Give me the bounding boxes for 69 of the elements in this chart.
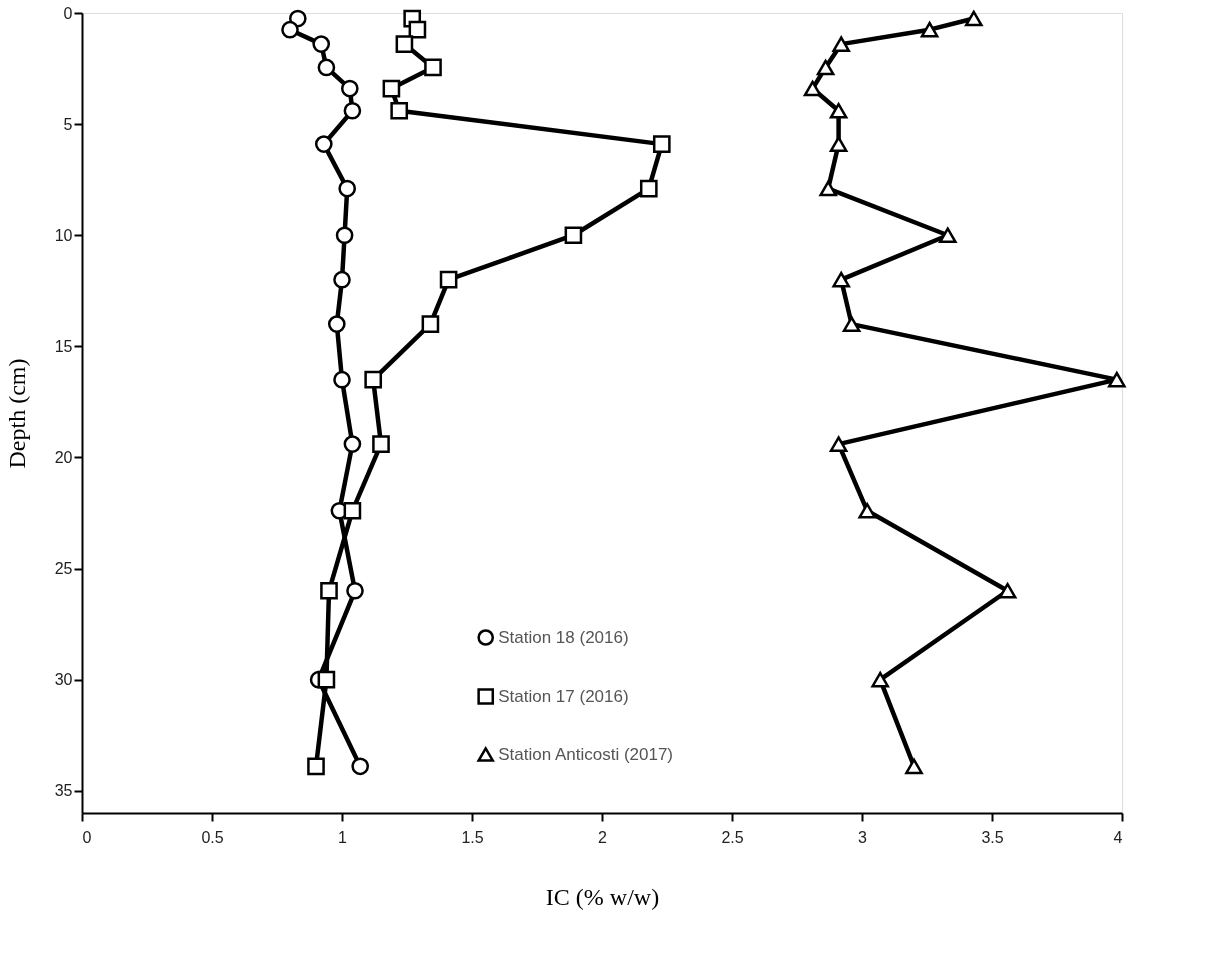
point <box>320 581 338 600</box>
x-tick-label: 0.5 <box>201 828 224 846</box>
point <box>343 501 362 520</box>
point <box>364 370 383 389</box>
point <box>920 21 939 38</box>
legend-label: Station 17 (2016) <box>498 686 629 706</box>
point <box>424 58 442 77</box>
y-tick-label: 30 <box>54 671 73 689</box>
x-tick-label: 1.5 <box>461 828 484 846</box>
point <box>317 58 336 77</box>
point <box>439 270 458 289</box>
point <box>829 136 848 152</box>
point <box>346 581 364 600</box>
point <box>338 179 357 198</box>
point <box>905 758 923 775</box>
point <box>816 59 835 76</box>
point <box>639 179 658 198</box>
point <box>343 435 362 453</box>
point <box>832 271 851 288</box>
point <box>317 670 336 689</box>
point <box>842 316 861 332</box>
point <box>803 80 822 97</box>
point <box>307 757 325 776</box>
point <box>829 436 848 452</box>
point <box>395 35 414 53</box>
point <box>964 10 983 27</box>
x-axis-title: IC (% w/w) <box>545 883 660 910</box>
legend-label: Station Anticosti (2017) <box>498 744 674 764</box>
point <box>343 101 362 120</box>
legend-label: Station 18 (2016) <box>498 627 629 647</box>
y-tick-label: 10 <box>54 226 73 244</box>
point <box>372 435 390 453</box>
point <box>390 101 409 120</box>
x-tick-label: 2.5 <box>721 828 744 846</box>
point <box>421 315 440 333</box>
point <box>1107 371 1126 388</box>
point <box>829 102 848 119</box>
point <box>314 135 333 153</box>
y-tick-label: 15 <box>54 337 73 355</box>
x-tick-label: 3 <box>858 828 868 846</box>
y-axis-title: Depth (cm) <box>3 358 30 469</box>
point <box>327 315 346 333</box>
point <box>819 180 838 197</box>
y-tick-label: 20 <box>54 448 73 466</box>
point <box>312 35 331 53</box>
x-tick-label: 1 <box>338 828 348 846</box>
point <box>333 370 351 389</box>
point <box>335 226 354 245</box>
y-tick-label: 35 <box>54 782 73 800</box>
y-tick-label: 5 <box>63 115 73 133</box>
x-tick-label: 2 <box>598 828 608 846</box>
x-tick-label: 3.5 <box>981 828 1004 846</box>
point <box>340 79 359 98</box>
point <box>871 671 890 688</box>
y-tick-label: 25 <box>54 560 73 578</box>
point <box>832 36 851 52</box>
x-tick-label: 4 <box>1113 828 1123 846</box>
point <box>408 20 427 39</box>
point <box>998 582 1017 599</box>
point <box>333 270 351 289</box>
y-tick-label: 0 <box>63 4 73 22</box>
point <box>938 227 957 244</box>
point <box>652 135 671 153</box>
point <box>382 79 401 98</box>
point <box>564 226 583 245</box>
point <box>281 20 299 39</box>
x-tick-label: 0 <box>82 828 92 846</box>
point <box>351 757 370 776</box>
point <box>858 502 877 519</box>
